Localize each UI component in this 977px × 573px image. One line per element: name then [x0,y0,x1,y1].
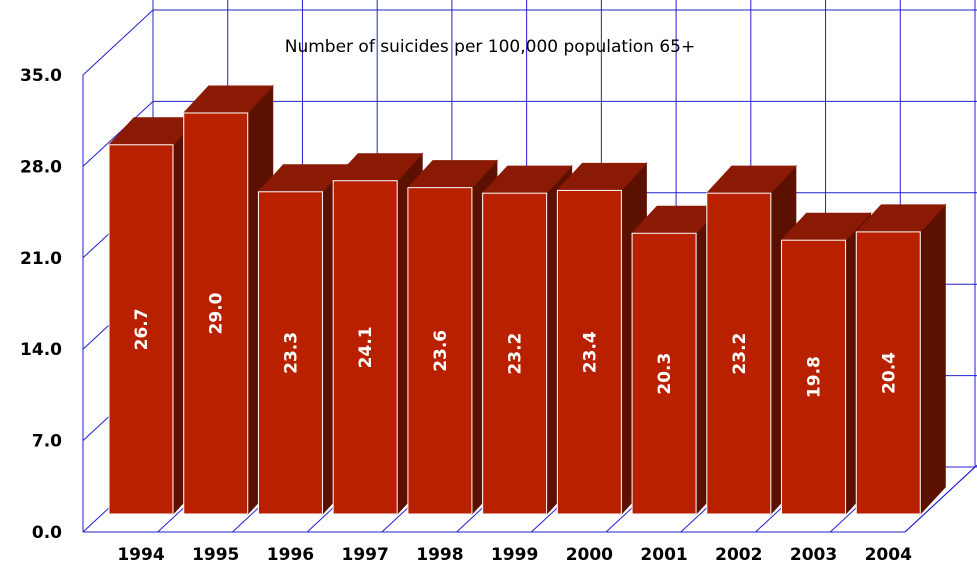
bar-value-label: 19.8 [805,356,825,398]
bar-value-label: 20.4 [879,352,899,394]
bar: 23.3 [257,163,349,516]
bar-front [706,192,772,515]
bar-value-label: 20.3 [655,353,675,395]
bar-front [257,191,323,515]
bar-front [183,112,249,515]
bar-value-label: 23.2 [506,333,526,375]
x-tick-label: 2002 [715,545,762,565]
bar-front [855,231,921,515]
x-tick-label: 1996 [267,545,314,565]
x-axis-ticks: 1994 1995 1996 1997 1998 1999 2000 2001 2002 2003… [117,545,912,565]
y-tick-label: 28.0 [20,157,62,177]
x-tick-label: 1997 [342,545,389,565]
x-tick-label: 2000 [566,545,613,565]
x-tick-label: 2003 [790,545,837,565]
bar-value-label: 23.4 [580,331,600,373]
bar-front [407,187,473,515]
bar-value-label: 23.6 [431,330,451,372]
y-tick-label: 35.0 [20,66,62,86]
x-tick-label: 1994 [117,545,164,565]
x-tick-label: 2004 [865,545,912,565]
bar-value-label: 23.3 [281,332,301,374]
grid-line-wall-diagonal [82,101,154,167]
bar-front [781,239,847,515]
bar-value-label: 26.7 [132,308,152,350]
x-tick-label: 2001 [640,545,687,565]
x-tick-label: 1999 [491,545,538,565]
x-tick-label: 1998 [416,545,463,565]
y-tick-label: 0.0 [32,523,62,543]
bar-front [556,189,622,515]
bar-front [482,192,548,515]
y-tick-label: 21.0 [20,249,62,269]
y-tick-label: 14.0 [20,340,62,360]
bar-value-label: 24.1 [356,326,376,368]
x-tick-label: 1995 [192,545,239,565]
bar-value-label: 23.2 [730,333,750,375]
y-axis-ticks: 0.0 7.0 14.0 21.0 28.0 35.0 [20,66,62,543]
chart-title: Number of suicides per 100,000 populatio… [285,37,696,57]
bar-value-label: 29.0 [207,292,227,334]
bar-side [919,203,946,516]
bar-front [332,180,398,515]
bar-front [631,232,697,515]
floor-diagonal [904,466,976,533]
bar-front [108,144,174,515]
y-tick-label: 7.0 [32,432,62,452]
bars: 26.7 29.0 23.3 24.1 23.6 23.2 23.4 20.3 23.2 19.8… [107,84,947,516]
bar: 20.4 [855,203,947,516]
grid-line-wall-diagonal [82,9,154,76]
